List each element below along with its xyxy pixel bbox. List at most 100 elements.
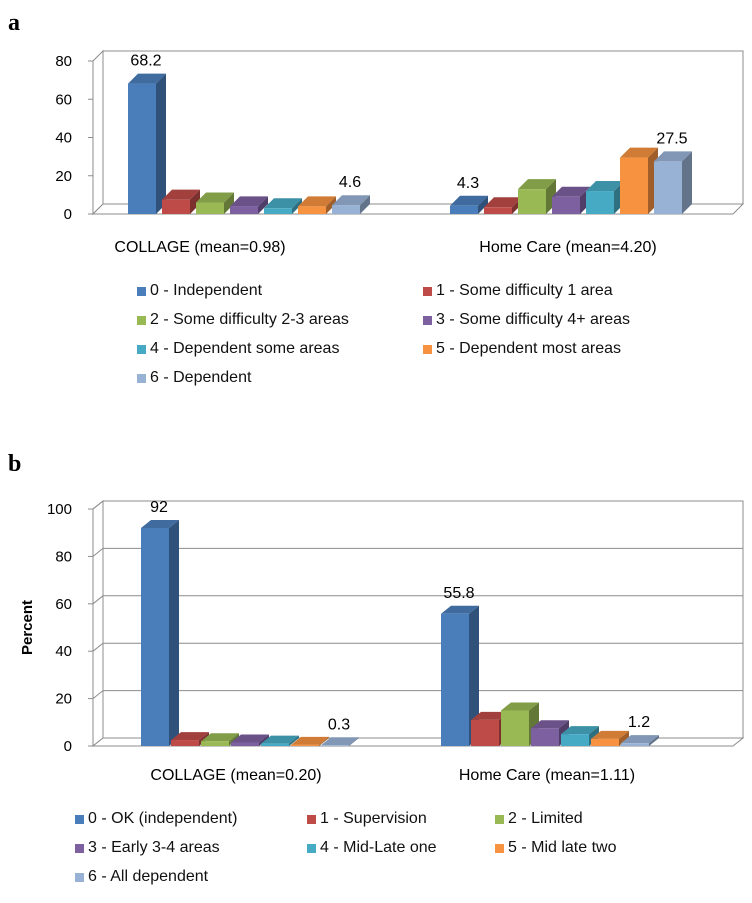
panel-letter-b: b [8, 451, 21, 477]
legend-label: 1 - Some difficulty 1 area [436, 282, 613, 299]
legend-item: 6 - All dependent [75, 868, 208, 886]
bar-top [518, 179, 556, 190]
legend-swatch [423, 286, 432, 296]
bar [196, 202, 224, 214]
y-tick-label: 60 [55, 91, 72, 108]
gridline [92, 690, 743, 699]
bar-top [298, 196, 336, 207]
bar-top [196, 192, 234, 203]
legend-item: 3 - Some difficulty 4+ areas [423, 311, 630, 329]
bar-top [332, 195, 370, 206]
bar [654, 161, 682, 214]
bar-top [141, 519, 179, 528]
back-wall-edge [103, 50, 744, 204]
bar-side [478, 195, 488, 214]
bar [298, 206, 326, 214]
bar-side [326, 196, 336, 214]
bar [321, 745, 349, 746]
bar-side [349, 737, 359, 746]
side-wall [92, 499, 104, 748]
bar [620, 157, 648, 214]
bar-side [259, 734, 269, 746]
legend-swatch [307, 814, 316, 824]
bar [264, 208, 292, 214]
legend-item: 0 - Independent [137, 282, 262, 300]
legend-item: 5 - Dependent most areas [423, 340, 621, 358]
bar-top [128, 73, 166, 84]
bar-top [231, 734, 269, 743]
legend-label: 0 - Independent [150, 282, 263, 299]
y-tick-label: 20 [55, 168, 72, 185]
bar-top [291, 736, 329, 745]
legend-label: 0 - OK (independent) [88, 810, 238, 827]
bar-top [441, 605, 479, 614]
bar-top [450, 195, 488, 206]
bar [231, 742, 259, 746]
bar-top [654, 151, 692, 162]
bar [586, 191, 614, 214]
bar [128, 83, 156, 214]
bar [291, 744, 319, 746]
legend-item: 3 - Early 3-4 areas [75, 839, 220, 857]
bar [261, 743, 289, 746]
bar [441, 613, 469, 746]
legend-label: 2 - Some difficulty 2-3 areas [150, 311, 349, 328]
legend-swatch [137, 344, 146, 354]
legend-label: 6 - All dependent [88, 868, 209, 885]
y-tick-label: 40 [55, 643, 72, 660]
y-tick-label: 0 [64, 206, 72, 223]
bar [561, 734, 589, 746]
y-tick-label: 40 [55, 130, 72, 147]
bar-top [261, 735, 299, 744]
legend-label: 1 - Supervision [320, 810, 427, 827]
bar-top [561, 726, 599, 735]
legend-label: 4 - Dependent some areas [150, 340, 340, 357]
legend-item: 0 - OK (independent) [75, 810, 237, 828]
bar [171, 740, 199, 746]
legend-swatch [75, 872, 84, 882]
bar-top [484, 197, 522, 208]
bar [531, 728, 559, 746]
bar [230, 206, 258, 214]
y-tick-label: 80 [55, 53, 72, 70]
category-label: COLLAGE (mean=0.98) [114, 239, 285, 256]
data-label: 27.5 [656, 130, 687, 147]
y-tick-label: 80 [55, 548, 72, 565]
y-tick-label: 60 [55, 596, 72, 613]
bar [450, 205, 478, 214]
legend-swatch [423, 344, 432, 354]
data-label: 68.2 [130, 53, 161, 70]
legend-item: 5 - Mid late two [495, 839, 616, 857]
bar [552, 196, 580, 214]
bar [162, 199, 190, 214]
bar [518, 189, 546, 214]
bar-side [319, 736, 329, 746]
legend-swatch [137, 286, 146, 296]
bar-top [501, 702, 539, 711]
bar-top [171, 732, 209, 741]
bar-side [360, 195, 370, 214]
bar-top [201, 733, 239, 742]
bar-top [586, 181, 624, 192]
y-tick-label: 20 [55, 691, 72, 708]
legend-swatch [75, 814, 84, 824]
bar-side [190, 189, 200, 214]
legend-item: 2 - Limited [495, 810, 583, 828]
legend-item: 6 - Dependent [137, 369, 251, 387]
bar-top [230, 196, 268, 207]
back-wall-edge [103, 500, 744, 738]
category-label: Home Care (mean=1.11) [459, 767, 635, 784]
chart-b-plot: 0 20 40 60 80 100 Percent COLLAGE (mean=0.20) Ho… [19, 499, 745, 784]
legend-label: 2 - Limited [508, 810, 583, 827]
data-label: 0.3 [328, 716, 350, 733]
bar-side [156, 73, 166, 214]
bar-side [469, 605, 479, 746]
chart-a-plot: 0 20 40 60 80 COLLAGE (mean=0.98) Home Care (m… [55, 49, 745, 256]
data-label: 4.3 [457, 175, 479, 192]
bar-top [621, 735, 659, 744]
gridline [92, 595, 743, 605]
gridline [92, 642, 743, 652]
legend-item: 2 - Some difficulty 2-3 areas [137, 311, 349, 329]
data-label: 92 [150, 499, 168, 516]
bar-side [682, 151, 692, 214]
